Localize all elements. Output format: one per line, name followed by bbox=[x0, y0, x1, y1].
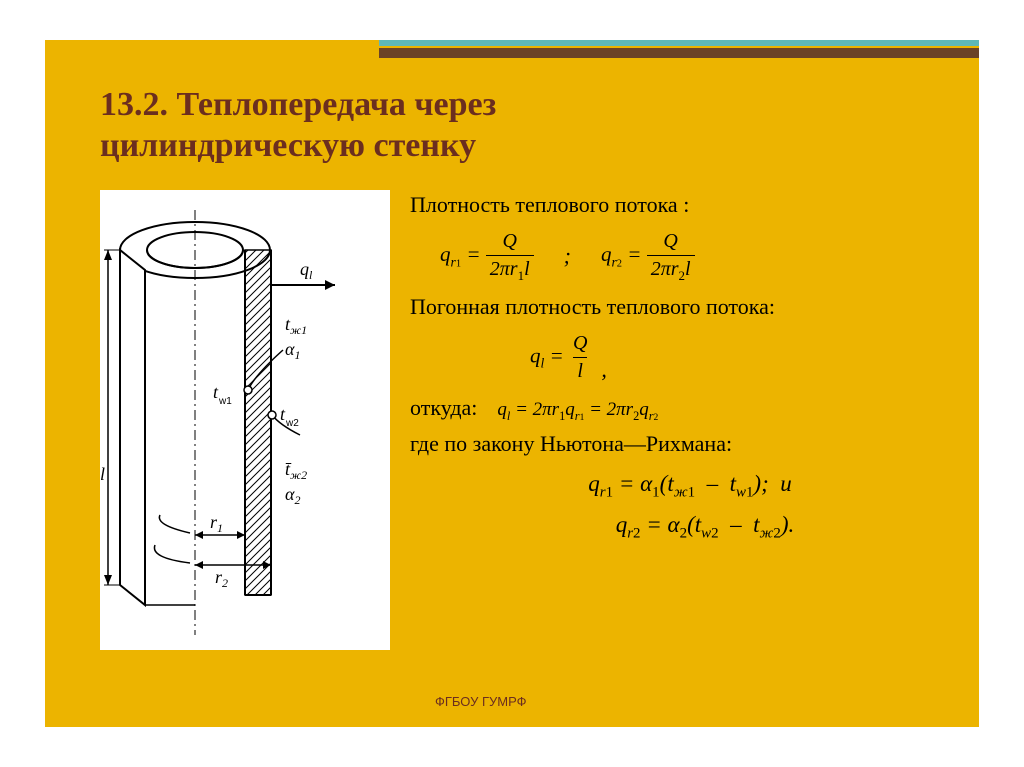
label-ql: ql bbox=[300, 259, 313, 282]
label-tzh1: tж1 bbox=[285, 314, 307, 337]
footer-text: ФГБОУ ГУМРФ bbox=[435, 694, 527, 709]
bar-cyan bbox=[379, 40, 979, 46]
newton-intro: где по закону Ньютона—Рихмана: bbox=[410, 429, 930, 459]
label-r1: r1 bbox=[210, 512, 223, 535]
semicolon: ; bbox=[564, 241, 571, 271]
diagram-svg: ql tж1 α1 t w1 t w2 t̄ж2 α2 bbox=[100, 190, 390, 650]
label-tw2-sub: w2 bbox=[285, 418, 299, 429]
formula-qr: qr1 = Q 2πr1l ; qr2 = Q 2πr2l bbox=[440, 228, 930, 285]
cylinder-diagram: ql tж1 α1 t w1 t w2 t̄ж2 α2 bbox=[100, 190, 390, 650]
whence: откуда: bbox=[410, 393, 477, 423]
slide: 13.2. Теплопередача через цилиндрическую… bbox=[45, 40, 979, 727]
label-tw1-sub: w1 bbox=[218, 396, 232, 407]
text-column: Плотность теплового потока : qr1 = Q 2πr… bbox=[410, 190, 930, 650]
intro-text: Плотность теплового потока : bbox=[410, 190, 930, 220]
label-tzh2: t̄ж2 bbox=[285, 459, 307, 482]
formula-qr2: qr2 = Q 2πr2l bbox=[601, 228, 695, 285]
slide-title: 13.2. Теплопередача через цилиндрическую… bbox=[100, 85, 496, 167]
formula-ql: ql = Q l , bbox=[530, 330, 930, 385]
whence-row: откуда: ql = 2πr1qr1 = 2πr2qr2 bbox=[410, 393, 930, 425]
label-l: l bbox=[100, 464, 105, 484]
title-line-2: цилиндрическую стенку bbox=[100, 127, 476, 164]
decorative-bars bbox=[45, 40, 979, 62]
label-alpha2: α2 bbox=[285, 484, 300, 507]
label-alpha1: α1 bbox=[285, 339, 300, 362]
formula-ql-expand: ql = 2πr1qr1 = 2πr2qr2 bbox=[497, 397, 658, 425]
label-r2: r2 bbox=[215, 567, 228, 590]
comma: , bbox=[601, 355, 607, 385]
formula-qr1: qr1 = Q 2πr1l bbox=[440, 228, 534, 285]
bar-brown bbox=[379, 48, 979, 58]
title-line-1: 13.2. Теплопередача через bbox=[100, 86, 496, 123]
formula-newton2: qr2 = α2(tw2 – tж2). bbox=[480, 509, 930, 544]
formula-newton1: qr1 = α1(tж1 – tw1); и bbox=[450, 468, 930, 503]
content-area: ql tж1 α1 t w1 t w2 t̄ж2 α2 bbox=[100, 190, 930, 650]
linear-intro: Погонная плотность теплового потока: bbox=[410, 292, 930, 322]
